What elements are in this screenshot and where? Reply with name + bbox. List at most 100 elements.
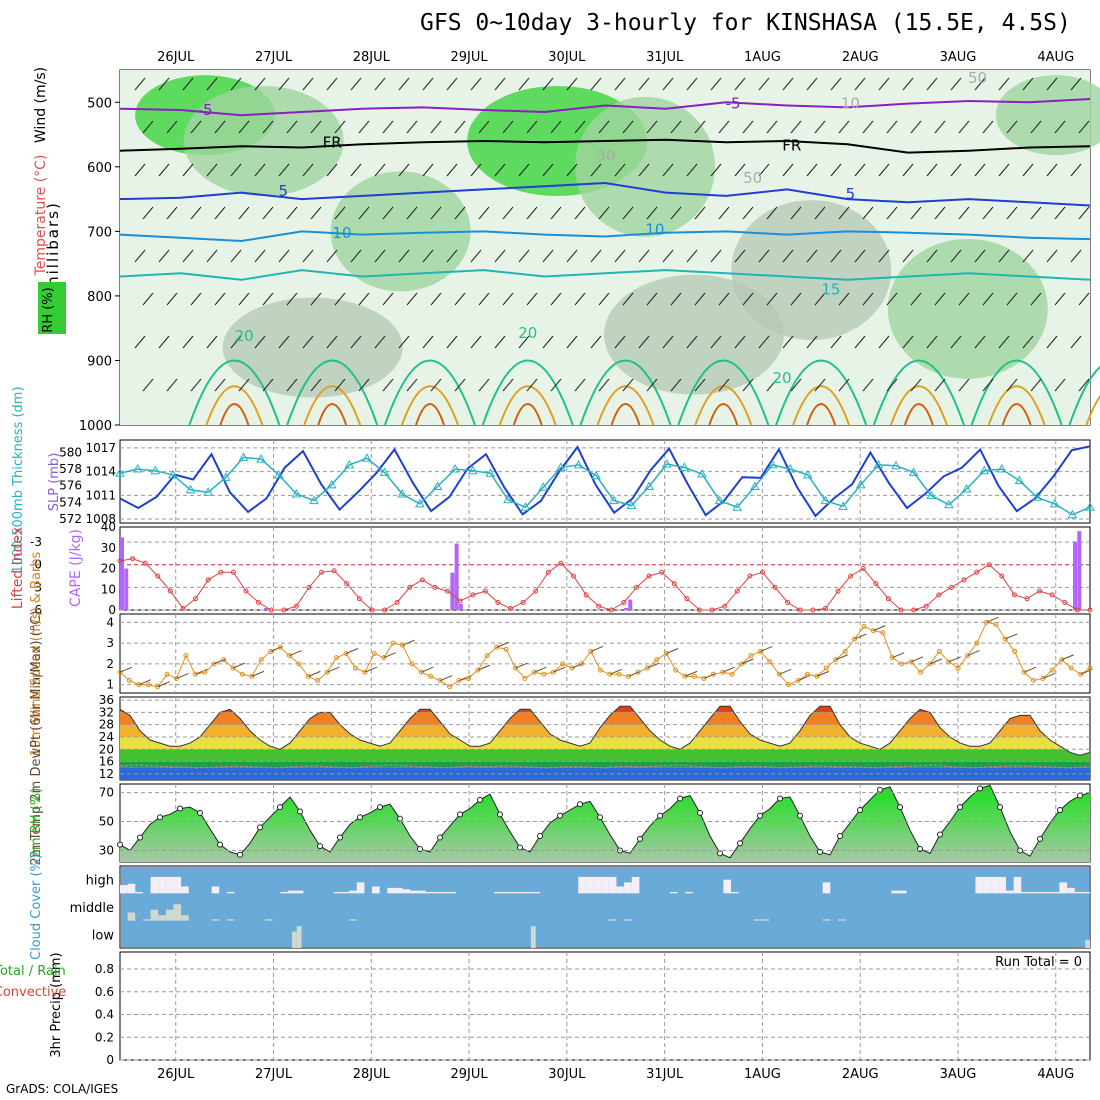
rh-side-label: RH (%)	[41, 287, 56, 332]
wind-barb	[758, 77, 770, 91]
wind-barb	[494, 77, 506, 91]
cape-bar	[264, 607, 269, 610]
wind-speed-marker	[192, 671, 198, 677]
li-marker	[356, 596, 362, 602]
cloud-bar-high	[593, 876, 602, 894]
thickness-marker	[432, 481, 443, 490]
cloud-row-label: high	[86, 874, 114, 889]
li-marker	[155, 573, 161, 579]
panel-slp_thickness	[119, 439, 1091, 524]
thickness-marker	[1014, 475, 1025, 485]
rh-marker	[477, 796, 483, 803]
wind-barb	[838, 378, 850, 392]
cloud-bar-high	[226, 891, 235, 894]
thickness-marker	[538, 482, 549, 491]
wind-barb	[998, 249, 1010, 263]
wind-barb	[1006, 292, 1018, 306]
wind-barb	[1006, 120, 1018, 134]
li-marker	[747, 573, 753, 579]
li-marker	[319, 569, 325, 575]
wind-barb	[566, 77, 578, 91]
li-marker	[1037, 588, 1043, 594]
rh-tick-label: 70	[99, 786, 114, 800]
wind-barb	[718, 378, 730, 392]
wind-barb	[710, 163, 722, 177]
wind-barb	[998, 77, 1010, 91]
thickness-tick-label: 578	[59, 462, 82, 476]
wind-barb	[814, 120, 826, 134]
wind-speed-marker	[983, 619, 989, 625]
wind-barb	[686, 163, 698, 177]
wind-barb	[142, 120, 154, 134]
cloud-bar-high	[822, 882, 831, 894]
wind-barb	[974, 163, 986, 177]
wind-speed-marker	[691, 673, 697, 679]
wind-barb	[998, 335, 1010, 349]
wind-speed-marker	[560, 661, 566, 667]
li-marker	[117, 558, 123, 564]
wind-speed-marker	[936, 648, 942, 654]
wind-barb	[718, 292, 730, 306]
contour-label: -5	[726, 95, 741, 113]
wind-barb-10m	[496, 641, 509, 648]
cloud-bar-high	[1067, 887, 1075, 894]
thickness-marker	[467, 465, 478, 475]
wind-barb	[526, 120, 538, 134]
li-marker	[571, 573, 577, 579]
cloud-bar-high	[494, 891, 502, 894]
wind-barb	[254, 163, 266, 177]
cloud-bar-high	[1082, 891, 1090, 894]
cloud-bar-high	[998, 876, 1006, 894]
wind-barb	[854, 249, 866, 263]
wind-barb	[814, 378, 826, 392]
wind-barb	[1030, 378, 1042, 392]
wind-tick-label: 2	[106, 657, 114, 671]
wind-barb	[686, 335, 698, 349]
li-marker	[369, 607, 375, 613]
wind-barb-10m	[176, 672, 189, 679]
rh-marker	[637, 835, 643, 842]
wind-barb	[358, 378, 370, 392]
cape-bar	[628, 599, 633, 610]
wind-barb-10m	[910, 656, 924, 663]
wind-barb	[830, 335, 842, 349]
rh-marker	[357, 814, 363, 821]
temp-tick-label: 36	[99, 693, 114, 707]
wind-speed-marker	[1087, 665, 1093, 671]
wind-barb	[262, 378, 274, 392]
wind-barb	[422, 77, 434, 91]
thickness-marker	[644, 481, 654, 490]
wind-barb	[478, 378, 490, 392]
wind-barb	[350, 335, 362, 349]
thickness-marker	[1067, 509, 1078, 519]
rh-marker	[577, 801, 583, 808]
rh-marker	[1037, 835, 1043, 842]
wind-speed-marker	[522, 675, 528, 681]
wind-barb	[598, 378, 610, 392]
wind-barb	[326, 163, 338, 177]
thickness-marker	[785, 464, 796, 473]
wind-barb	[398, 335, 410, 349]
wind-barb	[502, 378, 514, 392]
li-marker	[835, 588, 841, 594]
wind-barb	[286, 292, 298, 306]
thickness-marker	[168, 469, 178, 479]
wind-barb	[862, 378, 874, 392]
wind-barb	[998, 163, 1010, 177]
thickness-marker	[520, 502, 531, 511]
wind-speed-marker	[1059, 657, 1065, 663]
contour-25	[889, 385, 948, 426]
li-marker	[608, 607, 614, 613]
wind-barb	[662, 163, 674, 177]
contour-label: 10	[332, 224, 351, 242]
cloud-bar-high	[295, 890, 304, 894]
thickness-marker	[714, 495, 725, 505]
li-marker	[722, 603, 728, 609]
wind-barb	[646, 206, 658, 220]
wind-barb	[926, 163, 938, 177]
rh-marker	[797, 812, 803, 819]
wind-barb-10m	[1061, 654, 1074, 661]
thickness-marker	[1032, 492, 1042, 501]
cloud-bar-high	[173, 876, 182, 894]
wind-barb	[334, 206, 346, 220]
